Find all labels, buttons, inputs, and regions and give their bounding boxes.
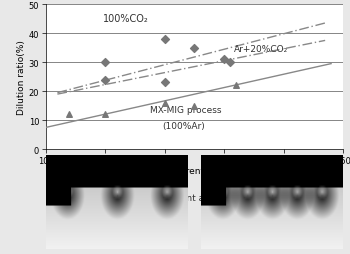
Text: (a)Welding current and dilution ratio: (a)Welding current and dilution ratio <box>111 193 277 202</box>
Point <box>162 101 167 105</box>
Point <box>102 113 108 117</box>
Y-axis label: Dilution ratio(%): Dilution ratio(%) <box>17 40 26 115</box>
Point <box>191 46 197 51</box>
X-axis label: Current(A): Current(A) <box>171 166 218 175</box>
Text: (100%Ar): (100%Ar) <box>162 122 205 131</box>
Point <box>227 61 233 65</box>
Text: MX-MIG process: MX-MIG process <box>150 106 222 115</box>
Point <box>102 78 108 82</box>
Point <box>191 104 197 108</box>
Point <box>233 84 239 88</box>
Text: Ar+20%CO₂: Ar+20%CO₂ <box>233 45 288 54</box>
Point <box>221 58 227 62</box>
Point <box>162 38 167 42</box>
Point <box>162 81 167 85</box>
Point <box>66 113 72 117</box>
Text: 100%CO₂: 100%CO₂ <box>103 14 148 24</box>
Point <box>102 61 108 65</box>
